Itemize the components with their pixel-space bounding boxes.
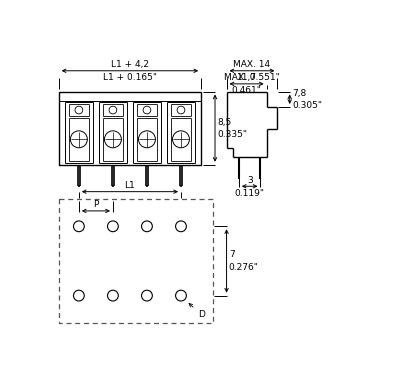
Text: D: D [189,304,205,319]
Text: L1 + 0.165": L1 + 0.165" [103,73,157,82]
Circle shape [70,131,87,148]
Text: 0.461": 0.461" [232,86,262,95]
Text: 0.305": 0.305" [292,101,322,110]
Text: P: P [93,200,98,209]
Circle shape [138,131,156,148]
Text: 0.276": 0.276" [229,262,259,271]
Circle shape [74,290,84,301]
Bar [59,199,213,322]
Text: 3: 3 [247,176,252,185]
Circle shape [74,221,84,232]
Circle shape [108,221,118,232]
Circle shape [108,290,118,301]
Text: MAX. 0.551": MAX. 0.551" [224,73,280,82]
Text: L1: L1 [124,181,135,190]
Text: 0.335": 0.335" [217,130,247,139]
Text: 8,5: 8,5 [217,118,232,127]
Text: 7,8: 7,8 [292,89,306,98]
Circle shape [142,221,152,232]
Circle shape [142,290,152,301]
Text: L1 + 4,2: L1 + 4,2 [111,60,149,69]
Bar [59,91,201,165]
Circle shape [143,106,151,114]
Circle shape [176,221,186,232]
Text: 7: 7 [229,250,235,259]
Text: 11,7: 11,7 [236,73,256,82]
Text: MAX. 14: MAX. 14 [234,60,270,69]
Circle shape [176,290,186,301]
Circle shape [104,131,121,148]
Circle shape [109,106,117,114]
Circle shape [177,106,185,114]
Text: 0.119": 0.119" [235,189,265,198]
Circle shape [172,131,190,148]
Circle shape [75,106,83,114]
